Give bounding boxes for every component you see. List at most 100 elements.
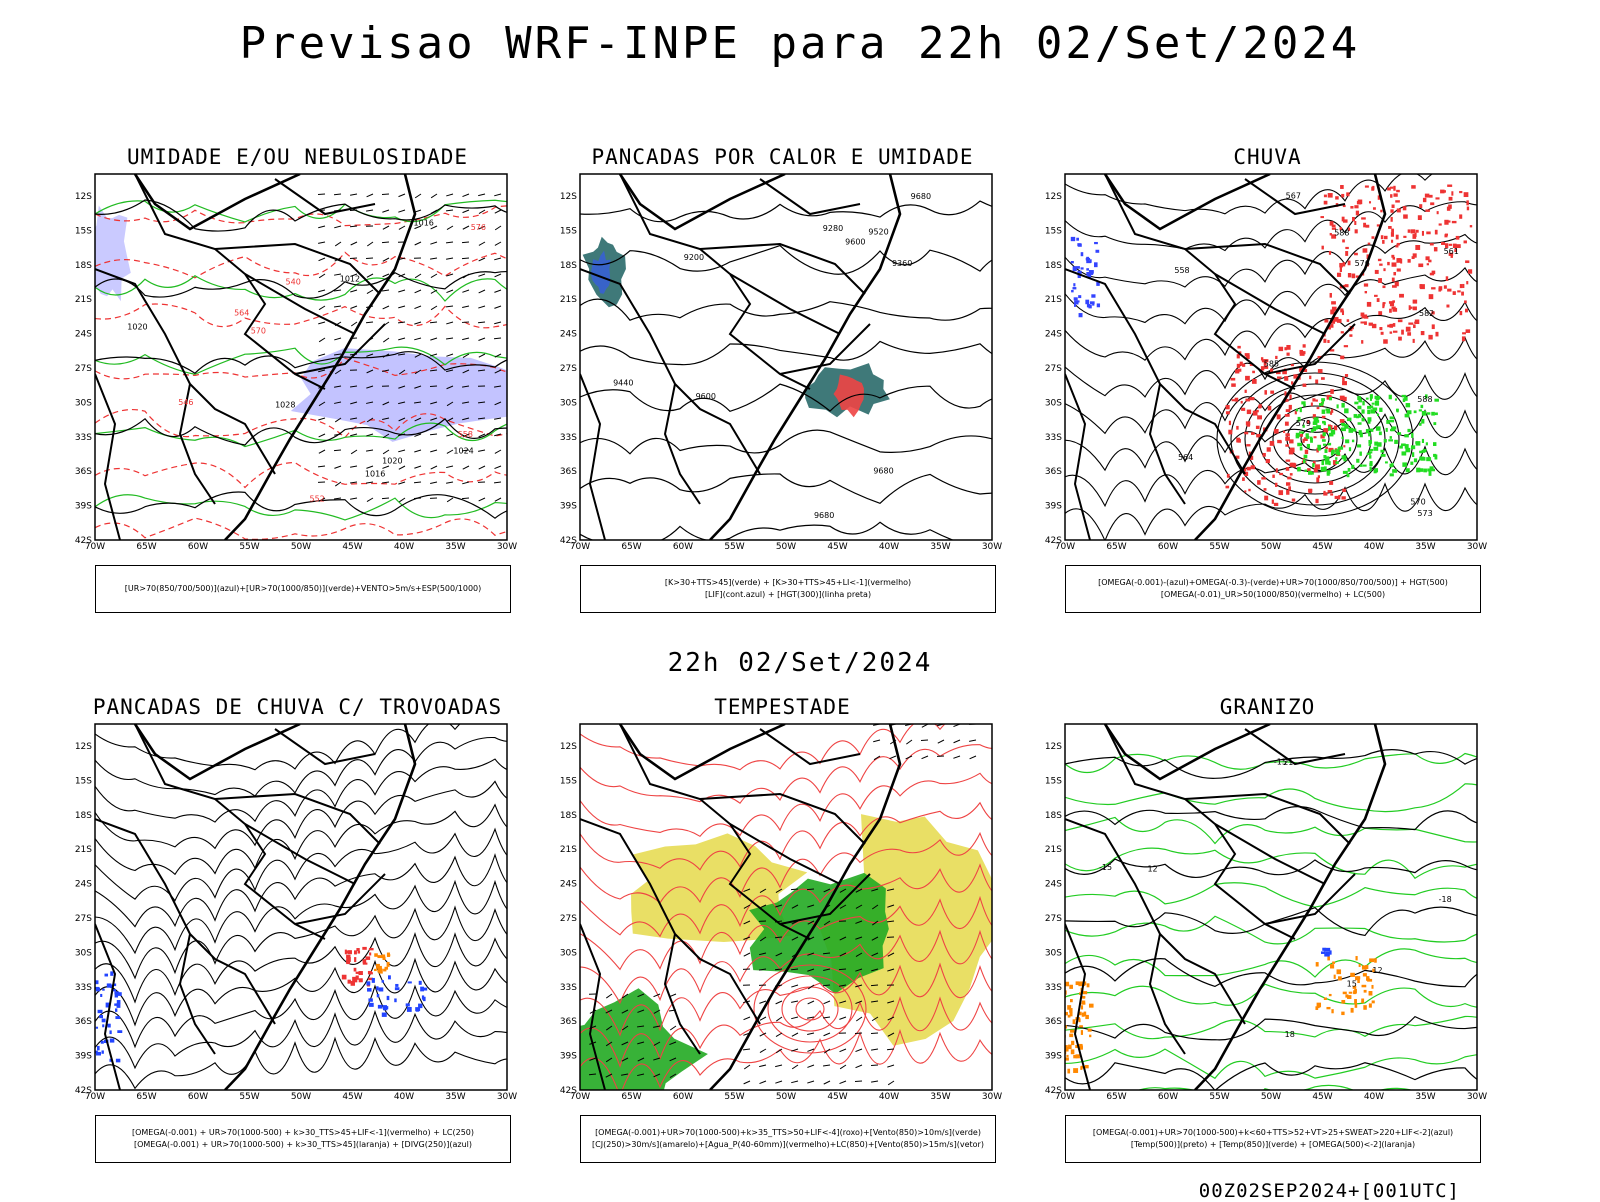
shade-cell [1369, 444, 1372, 446]
streamline [95, 1012, 520, 1068]
humidity-area [291, 348, 520, 442]
shade-cell [348, 980, 351, 984]
shade-cell [378, 1005, 382, 1009]
shade-cell [1318, 369, 1323, 373]
shade-cell [1242, 364, 1245, 367]
lat-tick-label: 18S [1045, 261, 1062, 271]
lon-tick-label: 50W [776, 1092, 796, 1102]
lat-tick-label: 15S [75, 226, 92, 236]
shade-cell [1383, 339, 1388, 343]
shade-cell [394, 998, 396, 1002]
wind-vector [414, 482, 421, 483]
shade-cell [1464, 192, 1469, 197]
lat-tick-label: 39S [75, 502, 92, 512]
wind-vector [462, 482, 469, 484]
wind-vector [414, 466, 421, 468]
shade-cell [1443, 190, 1446, 192]
shade-cell [1241, 401, 1243, 404]
shade-cell [1283, 431, 1285, 433]
shade-cell [1340, 267, 1342, 272]
wind-vector [969, 740, 976, 741]
wind-vector [334, 338, 341, 340]
shade-cell [1244, 432, 1248, 435]
shade-cell [1349, 447, 1351, 451]
shade-cell [1237, 346, 1240, 349]
shade-cell [1343, 458, 1346, 461]
shade-cell [1316, 425, 1321, 428]
shade-cell [116, 1059, 120, 1063]
shade-cell [1419, 457, 1424, 461]
shade-cell [383, 957, 386, 960]
contour-label: 570 [251, 326, 266, 335]
lat-tick-label: 15S [75, 776, 92, 786]
wind-vector [335, 242, 341, 246]
wind-vector [319, 338, 325, 342]
shade-cell [1080, 1066, 1082, 1070]
shade-cell [1351, 1008, 1354, 1013]
shade-cell [1276, 468, 1278, 473]
shade-cell [1267, 447, 1271, 451]
legend-line: [OMEGA(-0.001)+UR>70(1000-500)+k>35_TTS>… [581, 1127, 995, 1139]
contour-line [1065, 1049, 1490, 1078]
shade-cell [1343, 445, 1345, 447]
wind-vector [446, 242, 453, 243]
shade-cell [1335, 196, 1339, 199]
cyclone-ring [1231, 373, 1399, 505]
lon-tick-label: 70W [1055, 1092, 1075, 1102]
shade-cell [1437, 211, 1439, 214]
contour-label: 9440 [613, 378, 633, 387]
wind-vector [383, 274, 389, 277]
wind-vector [871, 1081, 878, 1082]
contour-label: -18 [1439, 895, 1452, 904]
wind-vector [414, 322, 421, 324]
shade-cell [1074, 300, 1078, 304]
legend-line: [Temp(500)](preto) + [Temp(850)](verde) … [1066, 1139, 1480, 1151]
contour-label: 588 [1417, 395, 1432, 404]
shade-cell [1297, 467, 1301, 472]
shade-cell [1449, 244, 1452, 246]
shade-cell [1289, 405, 1292, 410]
shade-cell [1392, 300, 1395, 302]
wind-vector [871, 1049, 878, 1050]
shade-cell [1350, 206, 1353, 209]
wind-vector [478, 450, 485, 451]
wind-vector [351, 242, 357, 245]
wind-vector [775, 1081, 782, 1083]
shade-cell [1315, 380, 1318, 384]
shade-cell [1309, 376, 1311, 379]
contour-line [580, 384, 1005, 411]
wind-vector [367, 290, 373, 294]
lon-tick-label: 70W [85, 1092, 105, 1102]
shade-cell [1335, 461, 1338, 464]
lat-tick-label: 12S [1045, 742, 1062, 752]
shade-cell [1328, 490, 1333, 493]
shade-cell [1379, 327, 1382, 330]
wind-vector [807, 889, 814, 890]
shade-cell [1342, 381, 1347, 385]
lat-tick-label: 27S [560, 364, 577, 374]
lat-tick-label: 15S [560, 776, 577, 786]
shade-cell [379, 987, 384, 991]
shade-cell [1403, 236, 1406, 238]
lon-tick-label: 50W [776, 542, 796, 552]
shade-cell [98, 1010, 103, 1013]
shade-cell [1322, 421, 1326, 424]
shade-cell [374, 969, 377, 971]
shade-cell [387, 962, 390, 967]
shade-cell [1390, 302, 1394, 306]
panel-title: CHUVA [1045, 145, 1490, 169]
shade-cell [1083, 991, 1087, 994]
lon-tick-label: 60W [673, 542, 693, 552]
shade-cell [1395, 398, 1397, 400]
shade-cell [1331, 1009, 1333, 1013]
shade-cell [1324, 449, 1327, 453]
panel-tempestade: TEMPESTADE [OMEGA(-0.001)+UR>70(1000-500… [560, 695, 1005, 1165]
wind-vector [350, 194, 357, 195]
shade-cell [1466, 281, 1468, 284]
shade-cell [1413, 339, 1415, 343]
shade-cell [1429, 294, 1434, 299]
panel-legend: [OMEGA(-0.001)+UR>70(1000-500)+k<60+TTS>… [1065, 1115, 1481, 1163]
contour-line [1065, 817, 1490, 843]
wind-vector [479, 290, 485, 293]
